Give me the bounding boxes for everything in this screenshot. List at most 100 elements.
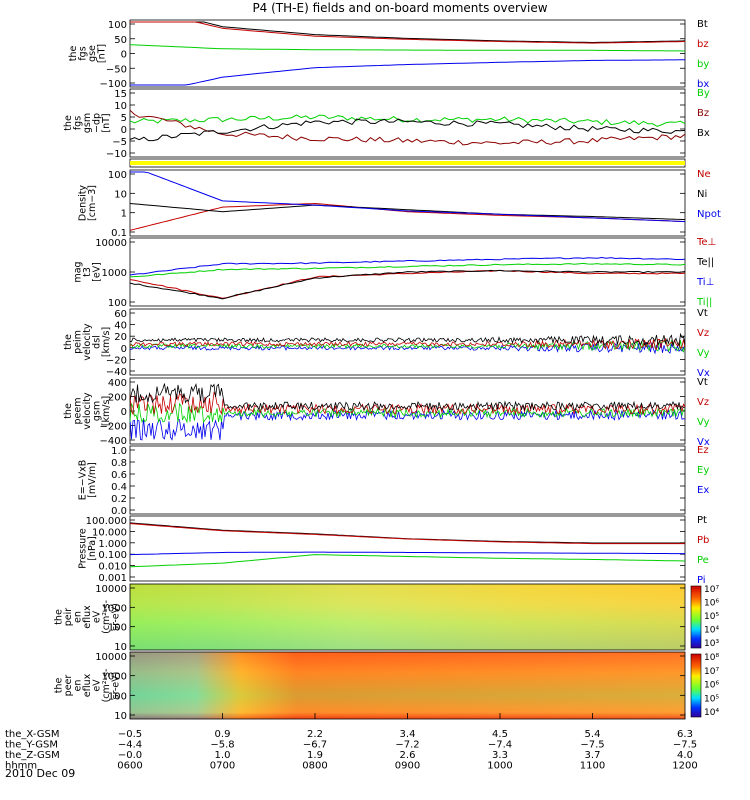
y-tick-label: 1.0 (111, 446, 127, 457)
y-tick-label: 0 (121, 407, 127, 418)
legend-entry: Vy (697, 348, 710, 359)
y-tick-label: 10 (114, 189, 127, 200)
y-tick-label: −400 (100, 436, 127, 447)
y-tick-label: 0.2 (111, 494, 127, 505)
y-tick-label: 100 (108, 170, 127, 181)
legend-entry: Vx (697, 368, 710, 379)
x-tick-label: −0.5 (118, 729, 142, 740)
x-row-label: hhmm (5, 761, 37, 772)
legend-entry: Ni (697, 189, 707, 200)
x-tick-label: 1.9 (307, 750, 323, 761)
y-tick-label: 400 (108, 378, 127, 389)
y-axis-label: gsm (92, 401, 103, 421)
legend-entry: Bz (697, 108, 709, 119)
colorbar-tick-label: 10⁴ (704, 708, 719, 718)
panel-frame (129, 445, 686, 515)
y-tick-label: −100 (100, 79, 127, 90)
colorbar-tick-label: 10⁵ (704, 694, 719, 704)
y-tick-label: 0.001 (98, 573, 127, 584)
y-tick-label: 0 (121, 125, 127, 136)
y-tick-label: 0.0 (111, 506, 127, 517)
y-tick-label: 0 (121, 344, 127, 355)
y-tick-label: 1000 (102, 603, 127, 614)
x-tick-label: −5.8 (210, 740, 234, 751)
y-tick-label: 10 (114, 642, 127, 653)
x-tick-label: 1100 (580, 761, 605, 772)
series-line-Bx (129, 118, 686, 142)
y-tick-label: −5 (112, 137, 127, 148)
x-tick-label: 1.0 (215, 750, 231, 761)
y-axis-label: gse (87, 45, 98, 62)
y-axis-label: [nPa] (87, 536, 98, 561)
y-axis-label: fgs (77, 46, 88, 60)
y-axis-label: Pressure (77, 528, 88, 569)
panel-frame (129, 19, 686, 88)
x-tick-label: −6.7 (303, 740, 327, 751)
y-tick-label: 10000 (95, 584, 127, 595)
y-axis-label: peem (73, 398, 84, 425)
y-tick-label: −50 (106, 64, 127, 75)
panel-flag (129, 158, 686, 168)
chart-title: P4 (TH-E) fields and on-board moments ov… (252, 1, 547, 15)
legend-entry: Vy (697, 417, 710, 428)
y-axis-label: peer (63, 675, 74, 697)
y-axis-label: the (63, 403, 74, 419)
y-tick-label: 100 (108, 691, 127, 702)
x-tick-label: 5.4 (585, 729, 601, 740)
y-axis-label: (cm²-s- (101, 600, 112, 634)
x-tick-label: −7.2 (395, 740, 419, 751)
y-tick-label: 60 (114, 309, 127, 320)
y-tick-label: 10.000 (92, 527, 127, 538)
y-tick-label: −40 (106, 367, 127, 378)
legend-entry: Te|| (696, 257, 714, 268)
y-axis-label: −dp (92, 113, 103, 133)
x-tick-label: 3.4 (400, 729, 416, 740)
y-tick-label: 5 (121, 113, 127, 124)
x-row-label: the_Z-GSM (5, 750, 60, 761)
y-tick-label: 100 (108, 20, 127, 31)
colorbar (690, 585, 702, 649)
y-axis-label: E=−VxB (77, 460, 88, 501)
series-line-by (129, 44, 686, 52)
y-tick-label: 10000 (95, 238, 127, 249)
series-line-Pb (129, 523, 685, 545)
series-line-By (129, 114, 686, 127)
series-line-Te (129, 269, 686, 299)
y-tick-label: 1.000 (98, 539, 127, 550)
y-axis-label: [km/s] (101, 327, 112, 357)
legend-entry: Ex (697, 485, 709, 496)
x-tick-label: 4.5 (492, 729, 508, 740)
y-axis-label: [km/s] (101, 396, 112, 426)
y-axis-label: peir (63, 608, 74, 627)
panel-frame (129, 88, 686, 158)
y-axis-label: the (68, 46, 79, 62)
y-tick-label: 0 (121, 50, 127, 61)
y-tick-label: 10000 (95, 652, 127, 663)
series-line-Pi (129, 551, 685, 556)
peer-spectrogram-overlay (130, 652, 685, 719)
y-axis-label: [eV] (92, 262, 103, 282)
series-line-Te (129, 269, 686, 300)
y-axis-label: sr-eV) (111, 672, 122, 700)
colorbar-tick-label: 10⁶ (704, 599, 719, 609)
y-tick-label: 100 (108, 623, 127, 634)
x-row-label: the_Y-GSM (5, 740, 58, 751)
colorbar-tick-label: 10⁴ (704, 626, 719, 636)
y-axis-label: fgs (73, 116, 84, 130)
y-tick-label: 0.010 (98, 562, 127, 573)
y-axis-label: Density (77, 185, 88, 221)
y-axis-label: the (63, 334, 74, 350)
legend-entry: Pb (697, 535, 709, 546)
legend-entry: Vt (697, 308, 708, 319)
y-tick-label: 200 (108, 393, 127, 404)
legend-entry: bx (697, 79, 709, 90)
x-tick-label: 0800 (302, 761, 327, 772)
panel-peir-spec: 10000 1000 100 10 thepeirenefluxeV(cm²-s-sr-… (54, 583, 719, 653)
panel-frame (129, 169, 686, 237)
y-axis-label: [mV/m] (87, 462, 98, 498)
y-tick-label: 0.100 (98, 550, 127, 561)
peim-vz-trace (129, 337, 686, 351)
